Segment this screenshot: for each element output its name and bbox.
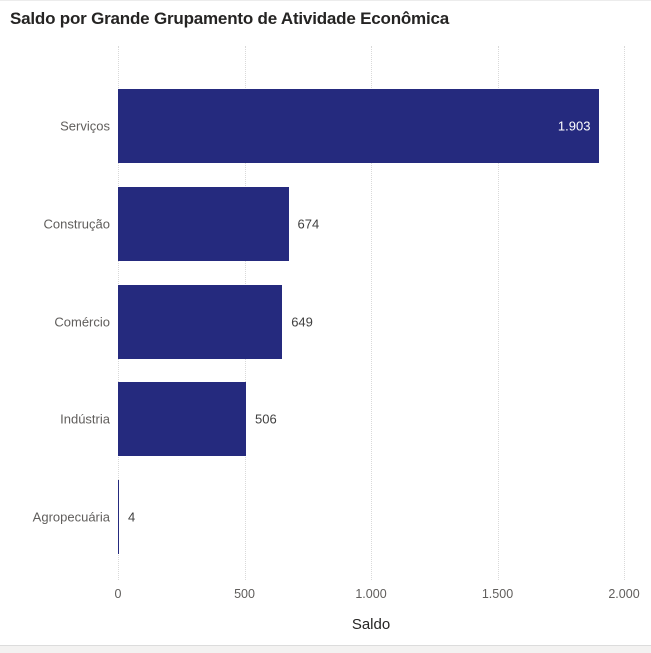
page-footer-strip	[0, 645, 651, 653]
bar-comercio[interactable]	[118, 284, 283, 359]
x-tick-label: 2.000	[608, 587, 640, 601]
x-tick-label: 0	[114, 587, 122, 601]
x-tick-label: 1.000	[355, 587, 387, 601]
bar-servicos[interactable]	[118, 89, 600, 163]
gridline	[497, 46, 499, 580]
value-label: 4	[128, 509, 136, 525]
category-label: Indústria	[60, 411, 110, 427]
x-tick-label: 500	[234, 587, 255, 601]
gridline	[371, 46, 372, 580]
gridline	[624, 46, 625, 580]
category-label: Comércio	[54, 314, 110, 330]
category-label: Agropecuária	[32, 509, 110, 525]
value-label: 1.903	[557, 118, 591, 134]
category-label: Serviços	[60, 118, 110, 134]
value-label: 506	[255, 411, 277, 427]
plot-area	[118, 46, 625, 580]
value-label: 674	[297, 216, 320, 232]
category-label: Construção	[43, 216, 110, 232]
bar-agropecuaria[interactable]	[118, 480, 119, 555]
bar-construcao[interactable]	[118, 186, 289, 261]
value-label: 649	[291, 314, 313, 330]
chart-title: Saldo por Grande Grupamento de Atividade…	[10, 9, 450, 28]
x-axis-title: Saldo	[351, 616, 391, 633]
bar-industria[interactable]	[118, 382, 247, 457]
x-tick-label: 1.500	[481, 587, 514, 601]
